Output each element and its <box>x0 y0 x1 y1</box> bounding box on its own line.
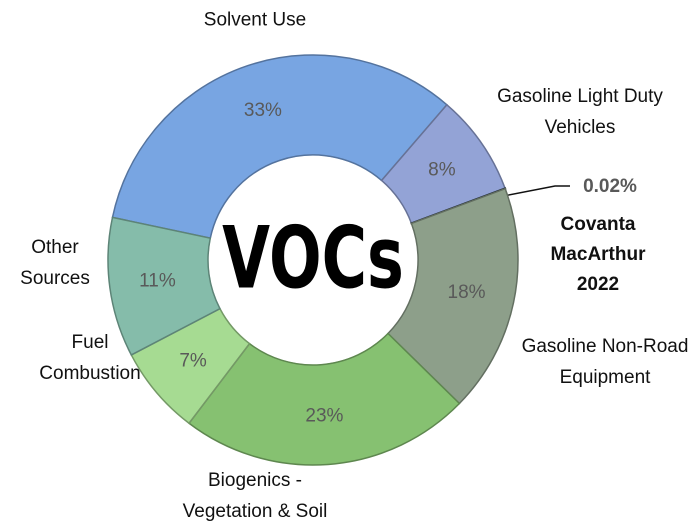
category-label: Gasoline Light Duty Vehicles <box>497 86 663 138</box>
center-label: VOCs <box>222 207 404 308</box>
category-label: Solvent Use <box>203 9 307 31</box>
value-label: 7% <box>179 350 207 371</box>
category-label: Gasoline Non-Road Equipment <box>521 336 689 388</box>
value-label: 11% <box>139 270 176 291</box>
center-hole <box>209 156 417 364</box>
category-label: Biogenics - Vegetation & Soil <box>182 470 328 522</box>
value-label: 0.02% <box>583 176 637 197</box>
value-label: 23% <box>305 406 343 427</box>
category-label: Other Sources <box>20 237 90 289</box>
slice <box>107 216 221 356</box>
slice <box>187 332 461 466</box>
category-label: Fuel Combustion <box>39 332 141 384</box>
value-label: 8% <box>428 159 456 180</box>
slice <box>111 54 448 240</box>
value-label: 18% <box>448 282 486 303</box>
category-label: Covanta MacArthur 2022 <box>550 214 646 295</box>
value-label: 33% <box>244 100 282 121</box>
slice <box>386 187 519 405</box>
